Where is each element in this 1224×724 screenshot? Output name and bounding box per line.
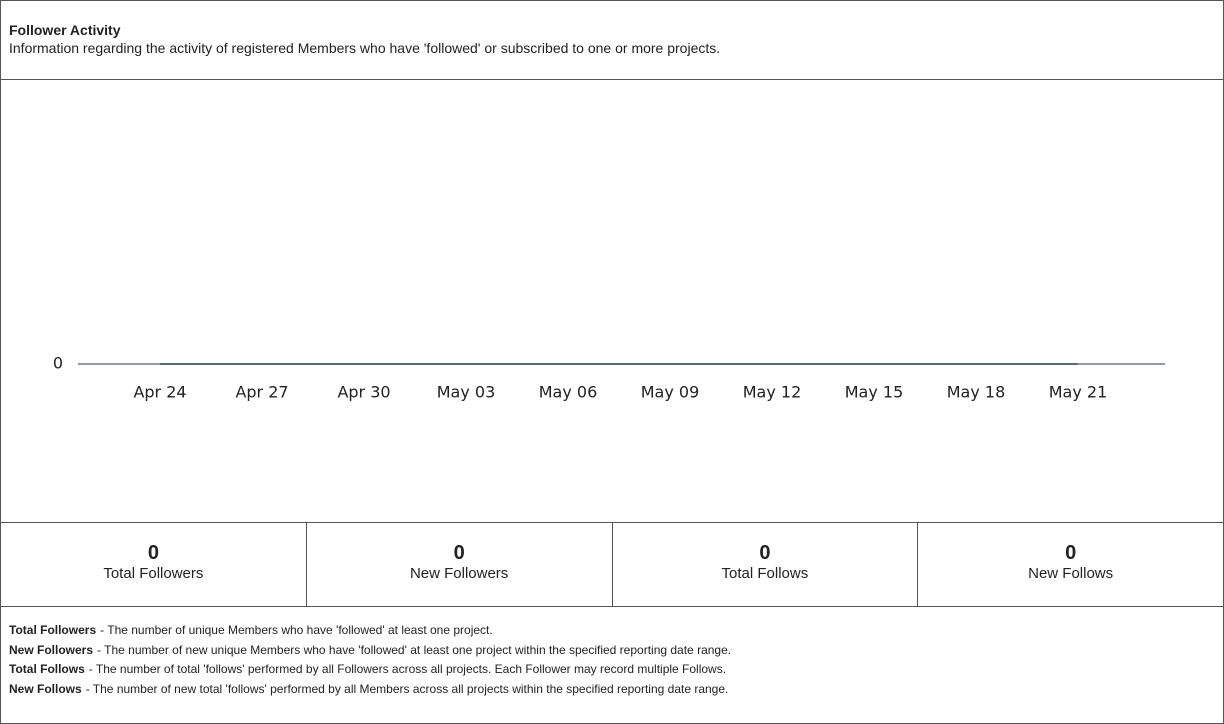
x-tick-label: May 09 [641, 383, 700, 402]
definitions: Total Followers - The number of unique Me… [1, 607, 1223, 699]
chart: 0 Apr 24 Apr 27 Apr 30 May 03 May 06 May 09 May… [53, 354, 1165, 402]
stat-label: New Followers [409, 565, 509, 582]
stat-value: 0 [453, 542, 465, 564]
stat-label: Total Followers [103, 565, 204, 582]
x-tick-label: May 06 [539, 383, 598, 402]
x-tick-label: Apr 27 [235, 383, 288, 402]
x-tick-label: May 12 [743, 383, 802, 402]
stat-value: 0 [759, 542, 771, 564]
stat: 0 Total Followers [1, 523, 306, 606]
title: Follower Activity [9, 22, 121, 38]
definition: Total Followers - The number of unique Me… [9, 621, 1223, 641]
definition-text: - The number of new total 'follows' perf… [85, 681, 729, 696]
stat-value: 0 [147, 542, 159, 564]
x-tick-label: Apr 30 [337, 383, 390, 402]
definition-text: - The number of total 'follows' performe… [88, 662, 727, 676]
definition: New Follows - The number of new total 'fo… [9, 680, 1223, 700]
description: Information regarding the activity of re… [9, 40, 721, 56]
x-tick-label: May 18 [947, 383, 1006, 402]
definition-term: New Followers [9, 642, 94, 657]
definition-text: - The number of new unique Members who h… [97, 642, 732, 657]
stat: 0 New Followers [305, 523, 612, 606]
stats: 0 Total Followers 0 New Followers 0 Total Fol… [1, 522, 1223, 607]
definition-text: - The number of unique Members who have … [100, 623, 493, 637]
stat-label: Total Follows [721, 565, 809, 582]
x-tick-label: May 21 [1049, 383, 1108, 402]
x-tick-label: May 15 [845, 383, 904, 402]
definition-term: New Follows [9, 681, 82, 696]
stat: 0 Total Follows [611, 523, 918, 606]
y-tick-label: 0 [53, 354, 63, 373]
definition: Total Follows - The number of total 'foll… [9, 660, 1223, 680]
stat-label: New Follows [1028, 565, 1114, 582]
definition: New Followers - The number of new unique … [9, 641, 1223, 661]
stat: 0 New Follows [917, 523, 1223, 606]
x-tick-label: May 03 [437, 383, 496, 402]
header: Follower Activity Information regarding … [1, 1, 1223, 80]
x-tick-label: Apr 24 [133, 383, 186, 402]
definition-term: Total Follows [9, 662, 85, 676]
definition-term: Total Followers [9, 623, 97, 637]
stat-value: 0 [1065, 542, 1077, 564]
